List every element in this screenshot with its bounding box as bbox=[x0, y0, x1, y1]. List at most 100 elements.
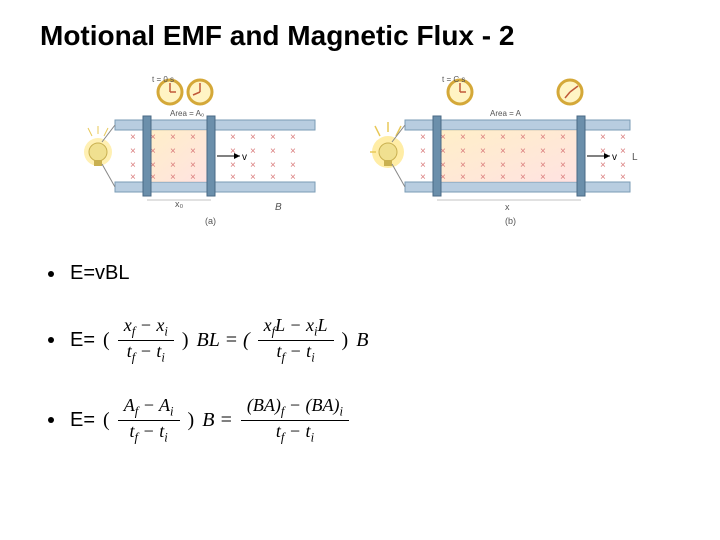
bullet-1: E=vBL bbox=[40, 262, 680, 285]
eq3-frac1-den: tf − ti bbox=[124, 421, 174, 446]
eq2-frac1-den: tf − ti bbox=[121, 341, 171, 366]
eq2-close2: ) bbox=[342, 329, 349, 352]
svg-text:×: × bbox=[420, 132, 426, 143]
wire bbox=[392, 125, 405, 142]
svg-text:×: × bbox=[560, 132, 566, 143]
eq3-close1: ) bbox=[188, 409, 195, 432]
clock-icon bbox=[558, 80, 582, 104]
eq3-open1: ( bbox=[103, 409, 110, 432]
bar-sliding bbox=[207, 116, 215, 196]
svg-text:×: × bbox=[170, 160, 176, 171]
eq2-frac1-num: xf − xi bbox=[118, 315, 174, 340]
svg-text:×: × bbox=[600, 172, 606, 183]
svg-text:×: × bbox=[250, 172, 256, 183]
v-arrowhead bbox=[234, 153, 240, 159]
wire bbox=[102, 164, 115, 187]
time-label: t = 0 s bbox=[152, 75, 174, 84]
eq3-prefix: E= bbox=[70, 409, 95, 432]
eq2-prefix: E= bbox=[70, 329, 95, 352]
svg-text:×: × bbox=[560, 146, 566, 157]
bullet-3: E= ( Af − Ai tf − ti ) B = (BA)f − (BA)i bbox=[40, 395, 680, 445]
svg-text:×: × bbox=[420, 172, 426, 183]
eq3-frac2-num: (BA)f − (BA)i bbox=[241, 395, 349, 420]
svg-text:×: × bbox=[600, 160, 606, 171]
svg-text:×: × bbox=[500, 172, 506, 183]
bullet-dot-icon bbox=[48, 337, 54, 343]
slide-title: Motional EMF and Magnetic Flux - 2 bbox=[40, 20, 680, 52]
svg-text:×: × bbox=[130, 172, 136, 183]
svg-text:×: × bbox=[270, 132, 276, 143]
v-label: v bbox=[612, 152, 617, 163]
svg-text:×: × bbox=[500, 146, 506, 157]
diagram-left-svg: t = 0 s Area = A₀ ××××××××× ××××××××× bbox=[80, 72, 330, 232]
svg-text:×: × bbox=[600, 132, 606, 143]
svg-text:×: × bbox=[540, 132, 546, 143]
svg-text:×: × bbox=[130, 160, 136, 171]
caption-a: (a) bbox=[205, 216, 216, 226]
eq3-frac2: (BA)f − (BA)i tf − ti bbox=[241, 395, 349, 445]
L-label: L bbox=[632, 152, 638, 163]
svg-text:×: × bbox=[460, 132, 466, 143]
eq2-frac2-den: tf − ti bbox=[271, 341, 321, 366]
area-shade bbox=[148, 130, 210, 182]
svg-text:×: × bbox=[420, 160, 426, 171]
svg-text:×: × bbox=[270, 160, 276, 171]
svg-text:×: × bbox=[460, 146, 466, 157]
svg-text:×: × bbox=[170, 172, 176, 183]
eq2-frac1: xf − xi tf − ti bbox=[118, 315, 174, 365]
bulb-icon bbox=[370, 122, 404, 168]
svg-text:×: × bbox=[480, 172, 486, 183]
svg-text:×: × bbox=[620, 160, 626, 171]
bullet-dot-icon bbox=[48, 417, 54, 423]
svg-text:×: × bbox=[520, 172, 526, 183]
svg-text:×: × bbox=[420, 146, 426, 157]
bullet-1-text: E=vBL bbox=[70, 262, 129, 285]
wire bbox=[102, 125, 115, 142]
clock-icon bbox=[188, 80, 212, 104]
bullet-3-text: E= ( Af − Ai tf − ti ) B = (BA)f − (BA)i bbox=[70, 395, 349, 445]
svg-text:×: × bbox=[190, 160, 196, 171]
eq3-frac1: Af − Ai tf − ti bbox=[118, 395, 180, 445]
svg-text:×: × bbox=[230, 132, 236, 143]
eq2-frac2: xfL − xiL tf − ti bbox=[258, 315, 334, 365]
bar-fixed bbox=[433, 116, 441, 196]
B-label: B bbox=[275, 202, 282, 213]
svg-text:×: × bbox=[480, 132, 486, 143]
svg-text:×: × bbox=[620, 172, 626, 183]
bar-fixed bbox=[143, 116, 151, 196]
svg-text:×: × bbox=[480, 146, 486, 157]
bullet-dot-icon bbox=[48, 271, 54, 277]
area-label: Area = A bbox=[490, 109, 522, 118]
svg-text:×: × bbox=[290, 146, 296, 157]
svg-text:×: × bbox=[520, 146, 526, 157]
svg-text:×: × bbox=[270, 146, 276, 157]
wire bbox=[392, 164, 405, 187]
svg-text:×: × bbox=[500, 132, 506, 143]
svg-text:×: × bbox=[130, 146, 136, 157]
svg-text:×: × bbox=[190, 146, 196, 157]
eq2-close1: ) bbox=[182, 329, 189, 352]
caption-b: (b) bbox=[505, 216, 516, 226]
bar-sliding bbox=[577, 116, 585, 196]
svg-text:×: × bbox=[460, 172, 466, 183]
diagram-row: t = 0 s Area = A₀ ××××××××× ××××××××× bbox=[40, 72, 680, 232]
svg-text:×: × bbox=[250, 160, 256, 171]
svg-text:×: × bbox=[520, 132, 526, 143]
diagram-right-svg: t = C s Area = A ××××××××××× ×××××××××××… bbox=[370, 72, 640, 232]
v-arrowhead bbox=[604, 153, 610, 159]
eq3-mid: B = bbox=[202, 409, 233, 432]
bullet-2-text: E= ( xf − xi tf − ti ) BL = ( xfL − xiL bbox=[70, 315, 368, 365]
svg-text:×: × bbox=[540, 160, 546, 171]
svg-text:×: × bbox=[190, 132, 196, 143]
x-label: x₀ bbox=[175, 199, 184, 209]
area-label: Area = A₀ bbox=[170, 109, 204, 118]
bulb-icon bbox=[84, 126, 112, 166]
v-label: v bbox=[242, 152, 247, 163]
svg-text:×: × bbox=[170, 132, 176, 143]
eq3-frac1-num: Af − Ai bbox=[118, 395, 180, 420]
svg-text:×: × bbox=[560, 160, 566, 171]
eq3-frac2-den: tf − ti bbox=[270, 421, 320, 446]
eq2-frac2-num: xfL − xiL bbox=[258, 315, 334, 340]
svg-text:×: × bbox=[290, 172, 296, 183]
svg-text:×: × bbox=[560, 172, 566, 183]
